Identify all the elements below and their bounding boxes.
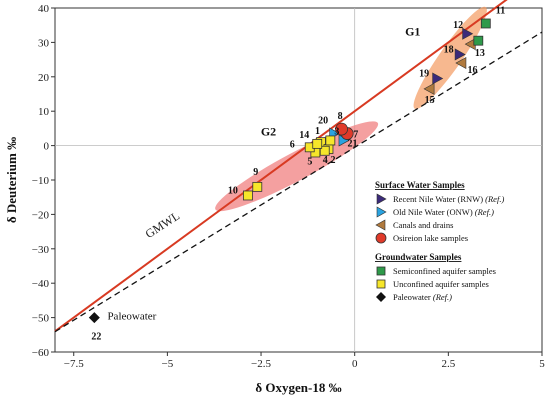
legend-label: Recent Nile Water (RNW) (Ref.): [393, 194, 504, 204]
y-tick-label: −10: [32, 175, 50, 187]
x-tick-label: 2.5: [441, 358, 455, 370]
data-point: [462, 27, 474, 40]
point-label: 13: [475, 48, 485, 59]
data-point: [480, 18, 491, 29]
legend-label-text: Recent Nile Water (RNW): [393, 194, 483, 204]
legend-label-text: Old Nile Water (ONW): [393, 207, 473, 217]
legend-ref-text: (Ref.): [483, 194, 504, 204]
point-label: 9: [253, 167, 258, 178]
point-label: 10: [228, 185, 238, 196]
y-tick-label: 20: [38, 72, 50, 84]
legend-ref-text: (Ref.): [473, 207, 494, 217]
legend-label-text: Semiconfined aquifer samples: [393, 266, 496, 276]
y-tick-label: −30: [32, 244, 50, 256]
point-label: 12: [453, 20, 463, 31]
point-label: 15: [425, 95, 435, 106]
x-tick-label: −2.5: [251, 358, 271, 370]
point-label: 4: [323, 155, 328, 166]
data-point: [88, 312, 100, 324]
data-point: [312, 138, 323, 149]
point-label: 20: [318, 116, 328, 127]
data-point: [454, 48, 466, 61]
y-tick-label: −50: [32, 313, 50, 325]
legend-marker: [375, 232, 387, 244]
legend-label: Semiconfined aquifer samples: [393, 266, 496, 276]
legend-label-text: Canals and drains: [393, 220, 453, 230]
x-axis-title: δ Oxygen-18 ‰: [255, 380, 341, 395]
group-label-g2: G2: [261, 124, 276, 138]
point-label: 22: [91, 332, 101, 343]
legend-label: Unconfined aquifer samples: [393, 279, 489, 289]
legend-marker: [376, 279, 386, 289]
point-label: 2: [330, 155, 335, 166]
legend-label: Canals and drains: [393, 220, 453, 230]
legend-heading: Surface Water Samples: [375, 180, 465, 190]
point-label: 21: [347, 138, 357, 149]
point-label: 6: [290, 139, 295, 150]
x-tick-label: −7.5: [64, 358, 84, 370]
data-point: [325, 135, 336, 146]
y-tick-label: −40: [32, 278, 50, 290]
data-point: [473, 35, 484, 46]
x-tick-label: −5: [162, 358, 174, 370]
data-point: [432, 72, 444, 85]
legend-marker: [376, 206, 387, 218]
legend-label-text: Unconfined aquifer samples: [393, 279, 489, 289]
legend-marker: [376, 266, 386, 276]
point-label: 5: [307, 156, 312, 167]
point-label: 11: [496, 5, 505, 16]
legend-marker: [375, 219, 386, 231]
gmwl-line: [54, 0, 508, 333]
legend-label-text: Paleowater: [393, 292, 431, 302]
legend-label: Osireion lake samples: [393, 233, 468, 243]
legend-marker: [376, 193, 387, 205]
data-point: [252, 181, 263, 192]
point-label: 3: [334, 126, 339, 137]
y-tick-label: 40: [38, 3, 50, 15]
data-point: [455, 57, 467, 70]
x-tick-label: 0: [352, 358, 358, 370]
point-label: 19: [419, 69, 429, 80]
y-tick-label: 0: [44, 141, 50, 153]
point-label: 14: [299, 130, 309, 141]
legend-heading: Groundwater Samples: [375, 252, 462, 262]
legend-label: Paleowater (Ref.): [393, 292, 452, 302]
point-label: 8: [338, 111, 343, 122]
local-regression-line: [54, 31, 543, 333]
legend-label-text: Osireion lake samples: [393, 233, 468, 243]
point-label: 16: [467, 65, 477, 76]
data-point: [243, 190, 253, 201]
paleowater-annotation: Paleowater: [107, 310, 156, 322]
y-tick-label: −20: [32, 209, 50, 221]
legend-ref-text: (Ref.): [431, 292, 452, 302]
group-label-g1: G1: [405, 25, 420, 39]
y-tick-label: 10: [38, 106, 50, 118]
legend-marker: [376, 292, 386, 302]
data-point: [423, 82, 435, 95]
point-label: 18: [444, 44, 454, 55]
point-label: 1: [315, 126, 320, 137]
point-label: 7: [353, 130, 358, 141]
data-point: [335, 122, 348, 136]
y-tick-label: −60: [32, 347, 50, 359]
y-axis-title: δ Deuterium ‰: [4, 137, 19, 223]
y-tick-label: 30: [38, 37, 50, 49]
legend-label: Old Nile Water (ONW) (Ref.): [393, 207, 494, 217]
x-tick-label: 5: [539, 358, 545, 370]
